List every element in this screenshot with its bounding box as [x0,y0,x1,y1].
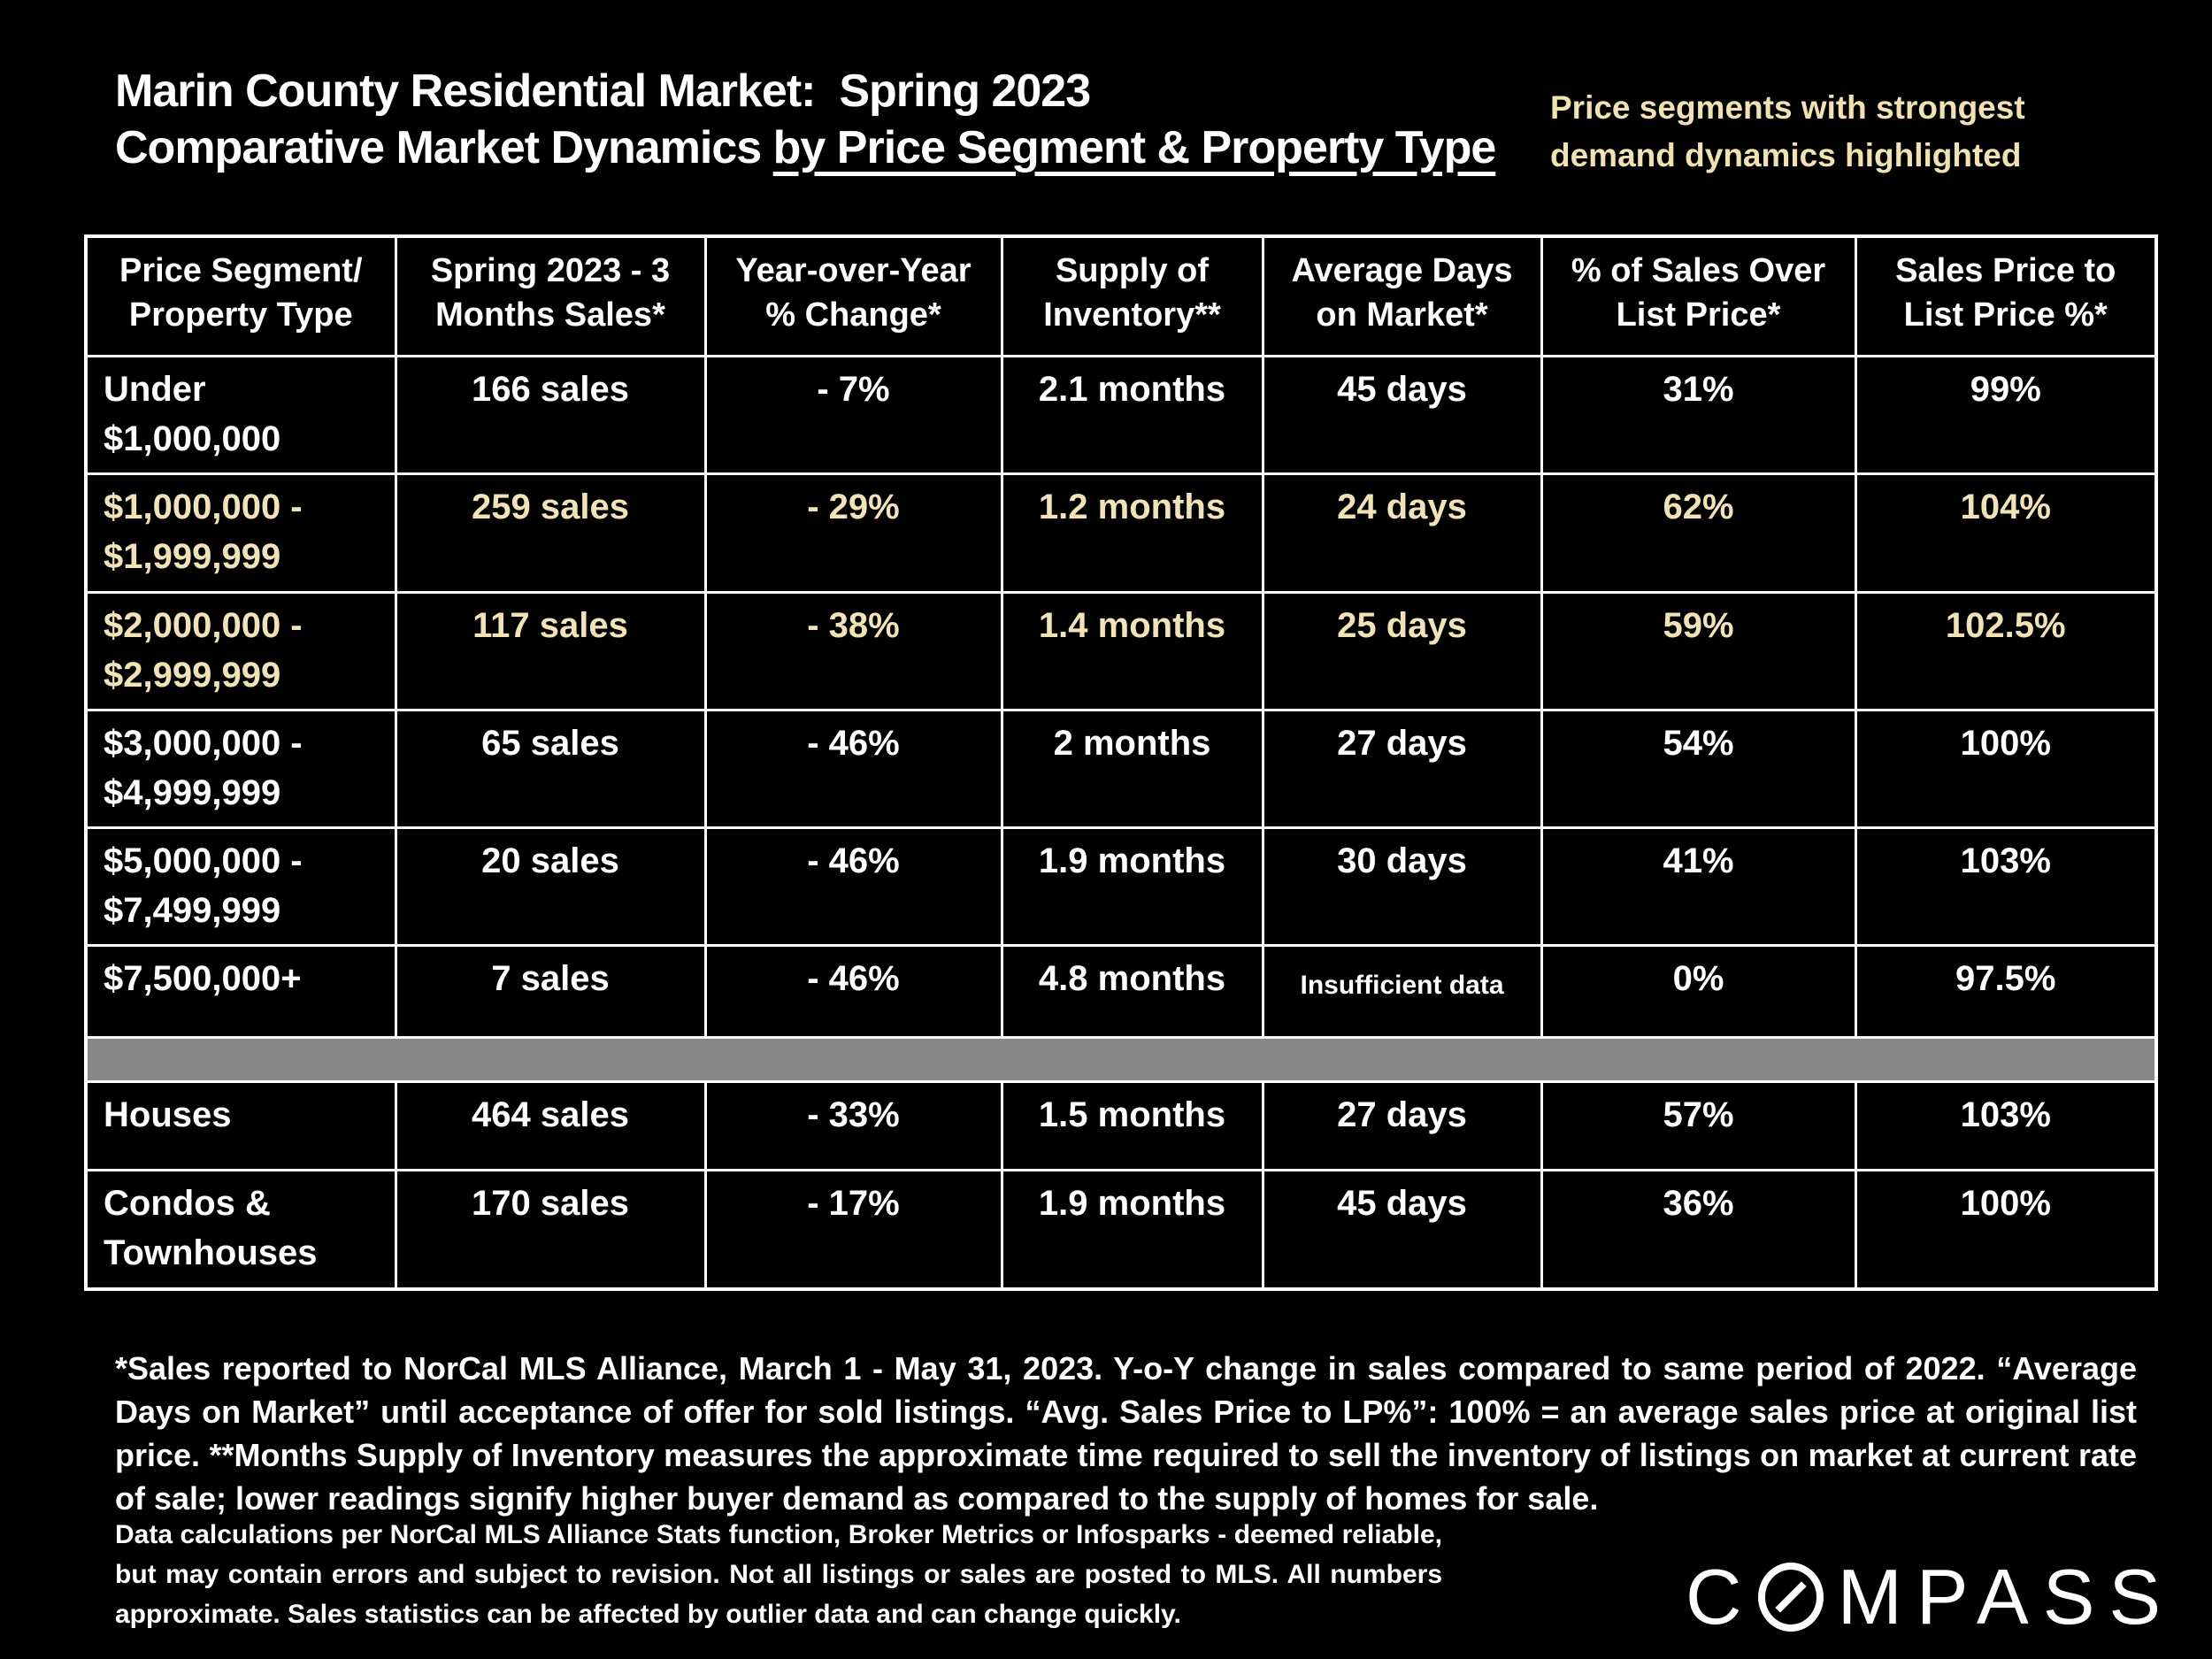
column-header-sp-lp: Sales Price to List Price %* [1854,234,2158,357]
sp-lp-cell: 102.5% [1854,590,2158,711]
market-table: Price Segment/Property Type Spring 2023 … [84,234,2158,1291]
table-row-houses: Houses 464 sales - 33% 1.5 months 27 day… [84,1079,2158,1171]
sp-lp-cell: 100% [1854,1168,2158,1291]
pct-over-cell: 59% [1540,590,1857,711]
sales-cell: 259 sales [394,472,707,594]
logo-letter-c: C [1686,1553,1756,1640]
days-cell: 27 days [1261,1079,1543,1171]
compass-logo: C MPASS [1686,1553,2175,1641]
yoy-cell: - 46% [703,943,1003,1039]
pct-over-cell: 36% [1540,1168,1857,1291]
price-segment-cell: $7,500,000+ [84,943,397,1039]
table-row-1m-2m: $1,000,000 - $1,999,999 259 sales - 29% 1… [84,472,2158,594]
sp-lp-cell: 99% [1854,354,2158,475]
pct-over-cell: 0% [1540,943,1857,1039]
price-segment-cell: Under $1,000,000 [84,354,397,475]
table-row-3m-5m: $3,000,000 - $4,999,999 65 sales - 46% 2 … [84,708,2158,829]
footnote-secondary: Data calculations per NorCal MLS Allianc… [115,1520,1442,1629]
sales-cell: 20 sales [394,826,707,947]
page-subtitle: Comparative Market Dynamics by Price Seg… [115,119,1497,177]
yoy-cell: - 17% [703,1168,1003,1291]
sp-lp-cell: 104% [1854,472,2158,594]
days-cell: 25 days [1261,590,1543,711]
price-segment-cell: $1,000,000 - $1,999,999 [84,472,397,594]
column-header-days: Average Days on Market* [1261,234,1543,357]
column-header-pct-over: % of Sales Over List Price* [1540,234,1857,357]
sp-lp-cell: 97.5% [1854,943,2158,1039]
sales-cell: 65 sales [394,708,707,829]
yoy-cell: - 29% [703,472,1003,594]
supply-cell: 4.8 months [1000,943,1264,1039]
header-row: Price Segment/Property Type Spring 2023 … [84,234,2158,357]
yoy-cell: - 46% [703,708,1003,829]
pct-over-cell: 57% [1540,1079,1857,1171]
days-cell: 45 days [1261,1168,1543,1291]
price-segment-cell: $2,000,000 - $2,999,999 [84,590,397,711]
supply-cell: 1.4 months [1000,590,1264,711]
annotation-line1: Price segments with strongest [1550,89,2025,126]
gray-divider-bar [84,1035,2158,1083]
yoy-cell: - 33% [703,1079,1003,1171]
column-header-segment: Price Segment/Property Type [84,234,397,357]
sales-cell: 170 sales [394,1168,707,1291]
days-cell: 24 days [1261,472,1543,594]
table-row-condos: Condos & Townhouses 170 sales - 17% 1.9 m… [84,1168,2158,1291]
sales-cell: 7 sales [394,943,707,1039]
supply-cell: 1.5 months [1000,1079,1264,1171]
supply-cell: 1.9 months [1000,826,1264,947]
days-cell: Insufficient data [1261,943,1543,1039]
pct-over-cell: 41% [1540,826,1857,947]
supply-cell: 2.1 months [1000,354,1264,475]
table-row-2m-3m: $2,000,000 - $2,999,999 117 sales - 38% 1… [84,590,2158,711]
logo-letters-mpass: MPASS [1837,1553,2176,1640]
annotation-line2: demand dynamics highlighted [1550,137,2022,173]
price-segment-cell: $5,000,000 - $7,499,999 [84,826,397,947]
sp-lp-cell: 103% [1854,1079,2158,1171]
property-type-cell: Condos & Townhouses [84,1168,397,1291]
subtitle-prefix: Comparative Market Dynamics [115,122,773,173]
pct-over-cell: 54% [1540,708,1857,829]
page-title: Marin County Residential Market: Spring … [115,65,1091,117]
subtitle-underlined: by Price Segment & Property Type [772,122,1497,173]
yoy-cell: - 38% [703,590,1003,711]
table-row-under-1m: Under $1,000,000 166 sales - 7% 2.1 month… [84,354,2158,475]
supply-cell: 1.2 months [1000,472,1264,594]
table-row-7.5m-plus: $7,500,000+ 7 sales - 46% 4.8 months Ins… [84,943,2158,1039]
supply-cell: 1.9 months [1000,1168,1264,1291]
sales-cell: 166 sales [394,354,707,475]
footnote-primary: *Sales reported to NorCal MLS Alliance, … [115,1350,2137,1517]
title-block: Marin County Residential Market: Spring … [115,64,1497,177]
compass-o-needle-icon [1757,1563,1824,1632]
supply-cell: 2 months [1000,708,1264,829]
sp-lp-cell: 100% [1854,708,2158,829]
table-row-5m-7.5m: $5,000,000 - $7,499,999 20 sales - 46% 1.… [84,826,2158,947]
days-cell: 27 days [1261,708,1543,829]
column-header-supply: Supply of Inventory** [1000,234,1264,357]
price-segment-cell: $3,000,000 - $4,999,999 [84,708,397,829]
sales-cell: 464 sales [394,1079,707,1171]
days-cell: 45 days [1261,354,1543,475]
sales-cell: 117 sales [394,590,707,711]
column-header-yoy: Year-over-Year% Change* [703,234,1003,357]
sp-lp-cell: 103% [1854,826,2158,947]
highlight-annotation: Price segments with strongest demand dyn… [1550,84,2099,180]
pct-over-cell: 62% [1540,472,1857,594]
pct-over-cell: 31% [1540,354,1857,475]
divider-row [84,1035,2158,1083]
days-cell: 30 days [1261,826,1543,947]
column-header-sales: Spring 2023 - 3 Months Sales* [394,234,707,357]
yoy-cell: - 46% [703,826,1003,947]
yoy-cell: - 7% [703,354,1003,475]
property-type-cell: Houses [84,1079,397,1171]
